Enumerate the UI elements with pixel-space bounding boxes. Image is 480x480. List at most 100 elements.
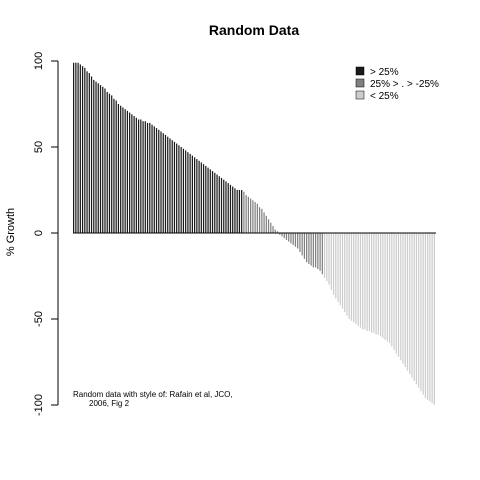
bar xyxy=(263,212,265,233)
bar xyxy=(205,165,207,233)
bar xyxy=(238,190,241,233)
bar xyxy=(386,233,388,342)
y-axis-label: % Growth xyxy=(5,208,17,256)
bar xyxy=(301,233,303,256)
bar xyxy=(117,104,120,233)
bar xyxy=(402,233,404,364)
bar xyxy=(388,233,391,344)
bar xyxy=(261,208,263,233)
bar xyxy=(371,233,373,333)
bar xyxy=(189,153,191,233)
bar xyxy=(158,129,160,233)
bar xyxy=(292,233,294,246)
bar xyxy=(196,159,198,233)
bar xyxy=(88,73,90,233)
bar xyxy=(169,138,171,233)
bar xyxy=(355,233,357,325)
bar xyxy=(171,140,173,233)
bar xyxy=(79,64,81,233)
bar xyxy=(146,122,149,233)
bar xyxy=(420,233,422,392)
bar xyxy=(274,229,276,233)
bar xyxy=(77,62,79,233)
bar xyxy=(252,200,254,233)
bar xyxy=(337,233,339,302)
bar xyxy=(409,233,411,375)
chart-title: Random Data xyxy=(209,22,299,38)
bar xyxy=(93,79,95,233)
bar xyxy=(95,81,97,233)
annotation: Random data with style of: Rafain et al,… xyxy=(73,390,233,408)
bar xyxy=(319,233,321,271)
annotation-line: 2006, Fig 2 xyxy=(89,399,130,408)
bar xyxy=(317,233,319,270)
bar xyxy=(377,233,379,335)
bar xyxy=(232,186,234,233)
bar xyxy=(323,233,326,278)
bar xyxy=(364,233,366,330)
bar xyxy=(135,117,137,233)
bar xyxy=(198,160,200,233)
bar xyxy=(194,157,196,233)
bar xyxy=(276,231,279,233)
bar xyxy=(164,134,167,233)
bar xyxy=(285,233,288,240)
bar xyxy=(265,215,267,233)
bar xyxy=(303,233,306,259)
bar xyxy=(131,114,133,233)
bar xyxy=(106,91,108,234)
bar xyxy=(115,100,117,233)
bar xyxy=(176,143,178,233)
bar xyxy=(151,124,153,233)
bar xyxy=(182,148,185,233)
bar xyxy=(306,233,308,263)
bar xyxy=(297,233,299,249)
bar xyxy=(294,233,297,247)
bar xyxy=(254,202,256,233)
bar xyxy=(104,88,106,234)
bar xyxy=(243,191,245,233)
bar xyxy=(202,164,205,233)
bar xyxy=(241,190,243,233)
bar xyxy=(137,119,140,233)
bar xyxy=(191,155,193,233)
bar xyxy=(348,233,350,319)
bar xyxy=(218,176,220,233)
y-tick-label: 50 xyxy=(33,141,45,153)
bar xyxy=(86,71,88,233)
bar xyxy=(140,119,142,233)
bar xyxy=(75,62,77,233)
bar xyxy=(362,233,364,330)
bar xyxy=(375,233,377,335)
bar xyxy=(315,233,317,268)
bar xyxy=(404,233,406,368)
bar xyxy=(126,110,129,233)
bar xyxy=(250,198,252,233)
bar xyxy=(281,233,283,237)
bar xyxy=(344,233,346,313)
bar xyxy=(415,233,418,385)
bar xyxy=(308,233,310,264)
bar xyxy=(180,147,182,233)
legend-swatch xyxy=(355,66,365,76)
bar xyxy=(133,116,135,233)
legend-label: < 25% xyxy=(370,91,399,102)
bar xyxy=(357,233,359,326)
bar xyxy=(400,233,402,361)
bar xyxy=(391,233,393,347)
bar xyxy=(368,233,371,332)
bar xyxy=(299,233,301,252)
annotation-line: Random data with style of: Rafain et al,… xyxy=(73,390,233,399)
bar xyxy=(234,188,236,233)
bar xyxy=(424,233,427,399)
bar xyxy=(144,121,146,233)
bar xyxy=(178,145,180,233)
bar xyxy=(366,233,368,332)
bar xyxy=(310,233,312,266)
bar xyxy=(173,141,176,233)
bar xyxy=(220,177,223,233)
bar xyxy=(162,133,164,233)
bar xyxy=(256,203,258,233)
bar xyxy=(167,136,169,233)
